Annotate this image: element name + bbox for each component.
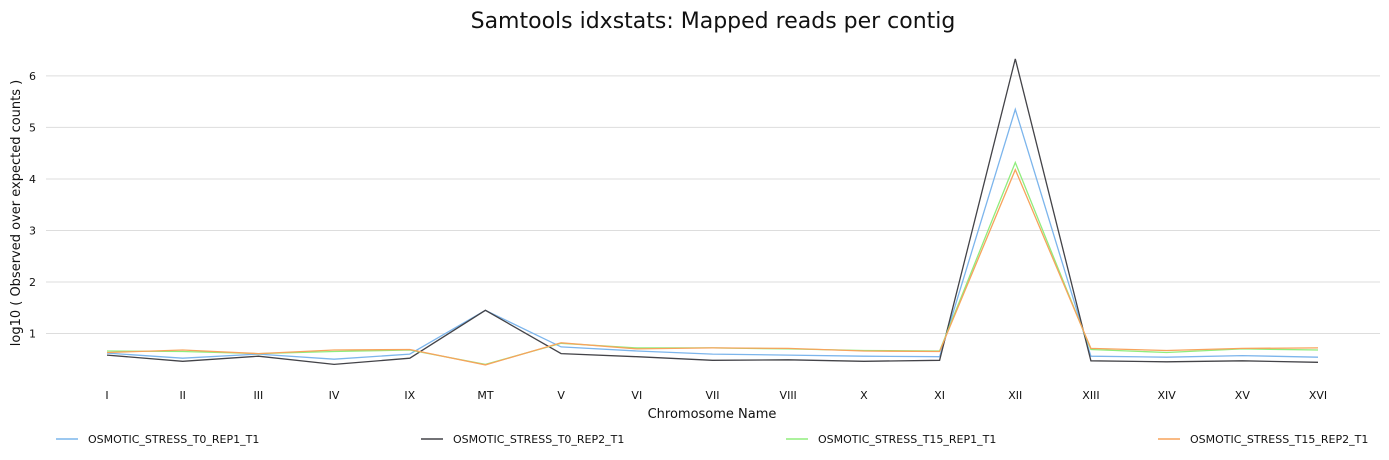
x-tick-label: V <box>557 389 565 402</box>
chart-title: Samtools idxstats: Mapped reads per cont… <box>471 9 956 34</box>
y-tick-label: 1 <box>29 327 36 340</box>
series-line-1[interactable] <box>106 107 1319 360</box>
legend-label: OSMOTIC_STRESS_T0_REP2_T1 <box>453 433 624 446</box>
y-tick-label: 5 <box>29 121 36 134</box>
x-tick-label: I <box>105 389 108 402</box>
legend-label: OSMOTIC_STRESS_T15_REP2_T1 <box>1190 433 1368 446</box>
x-tick-label: XII <box>1008 389 1022 402</box>
x-tick-label: X <box>860 389 868 402</box>
legend: OSMOTIC_STRESS_T0_REP1_T1 OSMOTIC_STRESS_… <box>56 433 1368 446</box>
x-tick-label: XIV <box>1157 389 1176 402</box>
y-axis-ticks: 1 2 3 4 5 6 <box>29 70 36 341</box>
x-axis-ticks: I II III IV IX MT V VI VII VIII X XI XII XIII XIV XV XVI <box>105 389 1327 402</box>
x-tick-label: VIII <box>780 389 797 402</box>
series-line-3[interactable] <box>106 160 1319 366</box>
y-tick-label: 6 <box>29 70 36 83</box>
legend-label: OSMOTIC_STRESS_T0_REP1_T1 <box>88 433 259 446</box>
series-line-2[interactable] <box>106 58 1319 366</box>
gridlines <box>46 75 1380 334</box>
x-tick-label: XV <box>1235 389 1251 402</box>
y-tick-label: 2 <box>29 276 36 289</box>
legend-item-4[interactable]: OSMOTIC_STRESS_T15_REP2_T1 <box>1158 433 1368 446</box>
x-axis-title: Chromosome Name <box>648 407 777 422</box>
x-tick-label: IX <box>404 389 415 402</box>
legend-item-1[interactable]: OSMOTIC_STRESS_T0_REP1_T1 <box>56 433 259 446</box>
x-tick-label: XI <box>934 389 945 402</box>
x-tick-label: VII <box>705 389 719 402</box>
x-tick-label: IV <box>329 389 340 402</box>
x-tick-label: XVI <box>1309 389 1327 402</box>
y-tick-label: 3 <box>29 224 36 237</box>
legend-item-3[interactable]: OSMOTIC_STRESS_T15_REP1_T1 <box>786 433 996 446</box>
y-axis-title: log10 ( Observed over expected counts ) <box>9 80 24 347</box>
legend-label: OSMOTIC_STRESS_T15_REP1_T1 <box>818 433 996 446</box>
x-tick-label: MT <box>477 389 493 402</box>
x-tick-label: XIII <box>1082 389 1099 402</box>
x-tick-label: VI <box>631 389 642 402</box>
x-tick-label: III <box>254 389 264 402</box>
series-line-4[interactable] <box>106 168 1319 366</box>
series-lines <box>106 58 1319 366</box>
y-tick-label: 4 <box>29 173 36 186</box>
legend-item-2[interactable]: OSMOTIC_STRESS_T0_REP2_T1 <box>421 433 624 446</box>
x-tick-label: II <box>179 389 186 402</box>
